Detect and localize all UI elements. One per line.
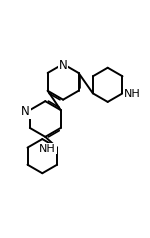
Text: NH: NH [124, 89, 141, 99]
Text: NH: NH [39, 144, 56, 154]
Text: N: N [59, 59, 68, 72]
Text: N: N [21, 105, 30, 118]
